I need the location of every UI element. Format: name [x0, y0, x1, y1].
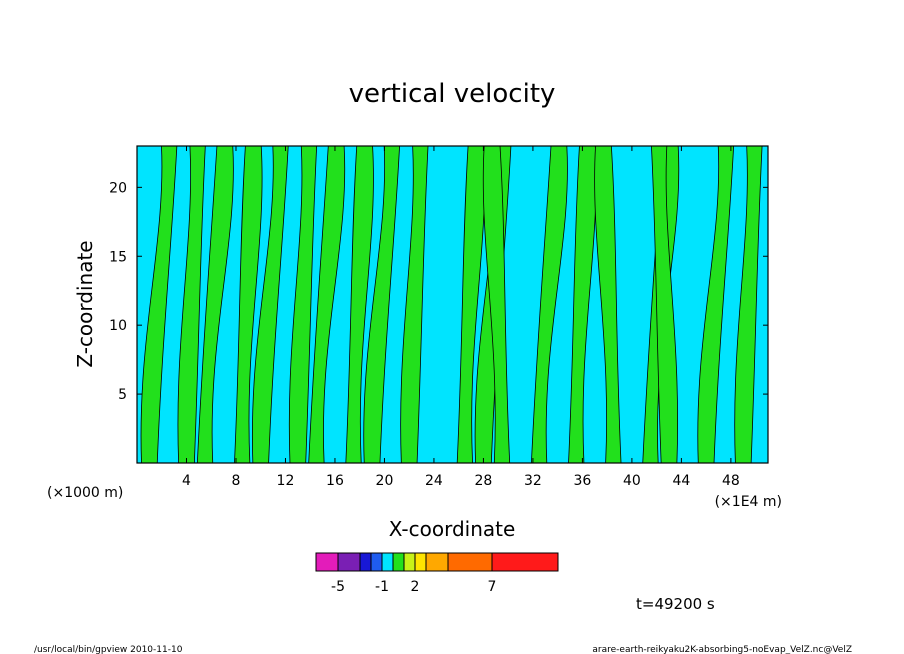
- velocity-column: [697, 146, 735, 463]
- colorbar-labels: -5 -1 2 7: [331, 579, 496, 595]
- velocity-column: [400, 146, 429, 463]
- x-tick-label: 8: [232, 473, 241, 489]
- velocity-column: [651, 146, 679, 463]
- colorbar-segment: [381, 552, 394, 572]
- y-tick-label: 20: [109, 180, 127, 196]
- velocity-column: [308, 146, 346, 463]
- x-axis-label: X-coordinate: [389, 517, 516, 541]
- colorbar-label: -5: [331, 579, 345, 595]
- velocity-column: [456, 146, 486, 463]
- colorbar-segment: [447, 552, 493, 572]
- time-label: t=49200 s: [636, 595, 715, 613]
- colorbar-segment: [392, 552, 405, 572]
- colorbar-segment: [315, 552, 339, 572]
- colorbar-label: -1: [375, 579, 389, 595]
- x-tick-label: 44: [672, 473, 690, 489]
- colorbar: [315, 552, 559, 572]
- colorbar-segment: [403, 552, 416, 572]
- x-tick-label: 20: [376, 473, 394, 489]
- chart-title: vertical velocity: [349, 79, 556, 109]
- colorbar-segment: [337, 552, 361, 572]
- colorbar-segment: [359, 552, 372, 572]
- velocity-column: [363, 146, 400, 463]
- colorbar-label: 7: [488, 579, 497, 595]
- colorbar-segment: [425, 552, 449, 572]
- x-tick-label: 16: [326, 473, 344, 489]
- velocity-column: [531, 146, 568, 463]
- colorbar-segment: [414, 552, 427, 572]
- velocity-column: [734, 146, 763, 463]
- x-tick-label: 40: [623, 473, 641, 489]
- x-tick-label: 48: [722, 473, 740, 489]
- plot-frame: [136, 145, 769, 464]
- velocity-column: [177, 146, 206, 463]
- x-tick-label: 28: [475, 473, 493, 489]
- footer-left: /usr/local/bin/gpview 2010-11-10: [34, 645, 183, 654]
- x-unit-left: (×1000 m): [47, 485, 123, 501]
- velocity-column: [140, 146, 178, 463]
- velocity-field: [140, 146, 763, 463]
- y-tick-label: 5: [118, 387, 127, 403]
- y-ticks: 5 10 15 20: [109, 180, 768, 403]
- colorbar-segment: [491, 552, 559, 572]
- footer-right: arare-earth-reikyaku2K-absorbing5-noEvap…: [592, 645, 852, 654]
- velocity-column: [196, 146, 234, 463]
- y-axis-label: Z-coordinate: [73, 240, 97, 367]
- velocity-column: [252, 146, 289, 463]
- velocity-column: [345, 146, 374, 463]
- velocity-column: [568, 146, 597, 463]
- velocity-column: [482, 146, 511, 463]
- velocity-column: [594, 146, 622, 463]
- y-tick-label: 10: [109, 318, 127, 334]
- x-unit-right: (×1E4 m): [715, 494, 782, 510]
- velocity-column: [234, 146, 263, 463]
- x-tick-label: 24: [425, 473, 443, 489]
- y-tick-label: 15: [109, 249, 127, 265]
- velocity-column: [288, 146, 318, 463]
- x-ticks: 4 8 12 16 20 24 28 32 36 40 44 48: [182, 146, 740, 489]
- x-tick-label: 32: [524, 473, 542, 489]
- x-tick-label: 36: [573, 473, 591, 489]
- colorbar-segment: [370, 552, 383, 572]
- x-tick-label: 12: [277, 473, 295, 489]
- colorbar-label: 2: [411, 579, 420, 595]
- x-tick-label: 4: [182, 473, 191, 489]
